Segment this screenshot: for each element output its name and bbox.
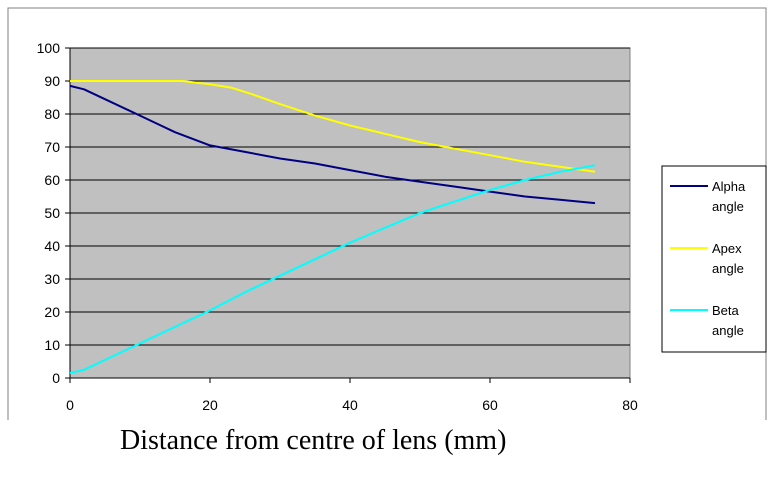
- series-line-alpha: [69, 84, 596, 205]
- y-tick-label: 90: [44, 73, 60, 89]
- series-line-apex: [70, 80, 596, 173]
- y-tick-label: 100: [37, 40, 61, 56]
- legend-label: Alpha: [712, 179, 746, 194]
- y-tick-label: 10: [44, 337, 60, 353]
- y-tick-label: 60: [44, 172, 60, 188]
- x-tick-label: 80: [622, 397, 638, 413]
- x-axis-label: Distance from centre of lens (mm): [120, 425, 507, 456]
- legend-label: angle: [712, 199, 744, 214]
- chart-frame: 0 10 20 30 40 50 60 70 80 90 100 0 20 40 60 80 Alpha ang…: [7, 7, 767, 439]
- y-tick-label: 40: [44, 238, 60, 254]
- series-line-beta: [69, 164, 596, 375]
- y-tick-label: 0: [52, 370, 60, 386]
- x-tick-label: 20: [202, 397, 218, 413]
- legend-label: Apex: [712, 241, 742, 256]
- legend-label: Beta: [712, 303, 740, 318]
- legend-label: angle: [712, 323, 744, 338]
- y-tick-label: 20: [44, 304, 60, 320]
- y-tick-label: 30: [44, 271, 60, 287]
- x-tick-label: 40: [342, 397, 358, 413]
- legend-box: [661, 165, 767, 353]
- y-tick-label: 80: [44, 106, 60, 122]
- y-tick-label: 50: [44, 205, 60, 221]
- x-tick-label: 60: [482, 397, 498, 413]
- line-chart: 0 10 20 30 40 50 60 70 80 90 100 0 20 40 60 80 Alpha ang…: [7, 7, 767, 439]
- y-tick-label: 70: [44, 139, 60, 155]
- legend-label: angle: [712, 261, 744, 276]
- x-tick-label: 0: [66, 397, 74, 413]
